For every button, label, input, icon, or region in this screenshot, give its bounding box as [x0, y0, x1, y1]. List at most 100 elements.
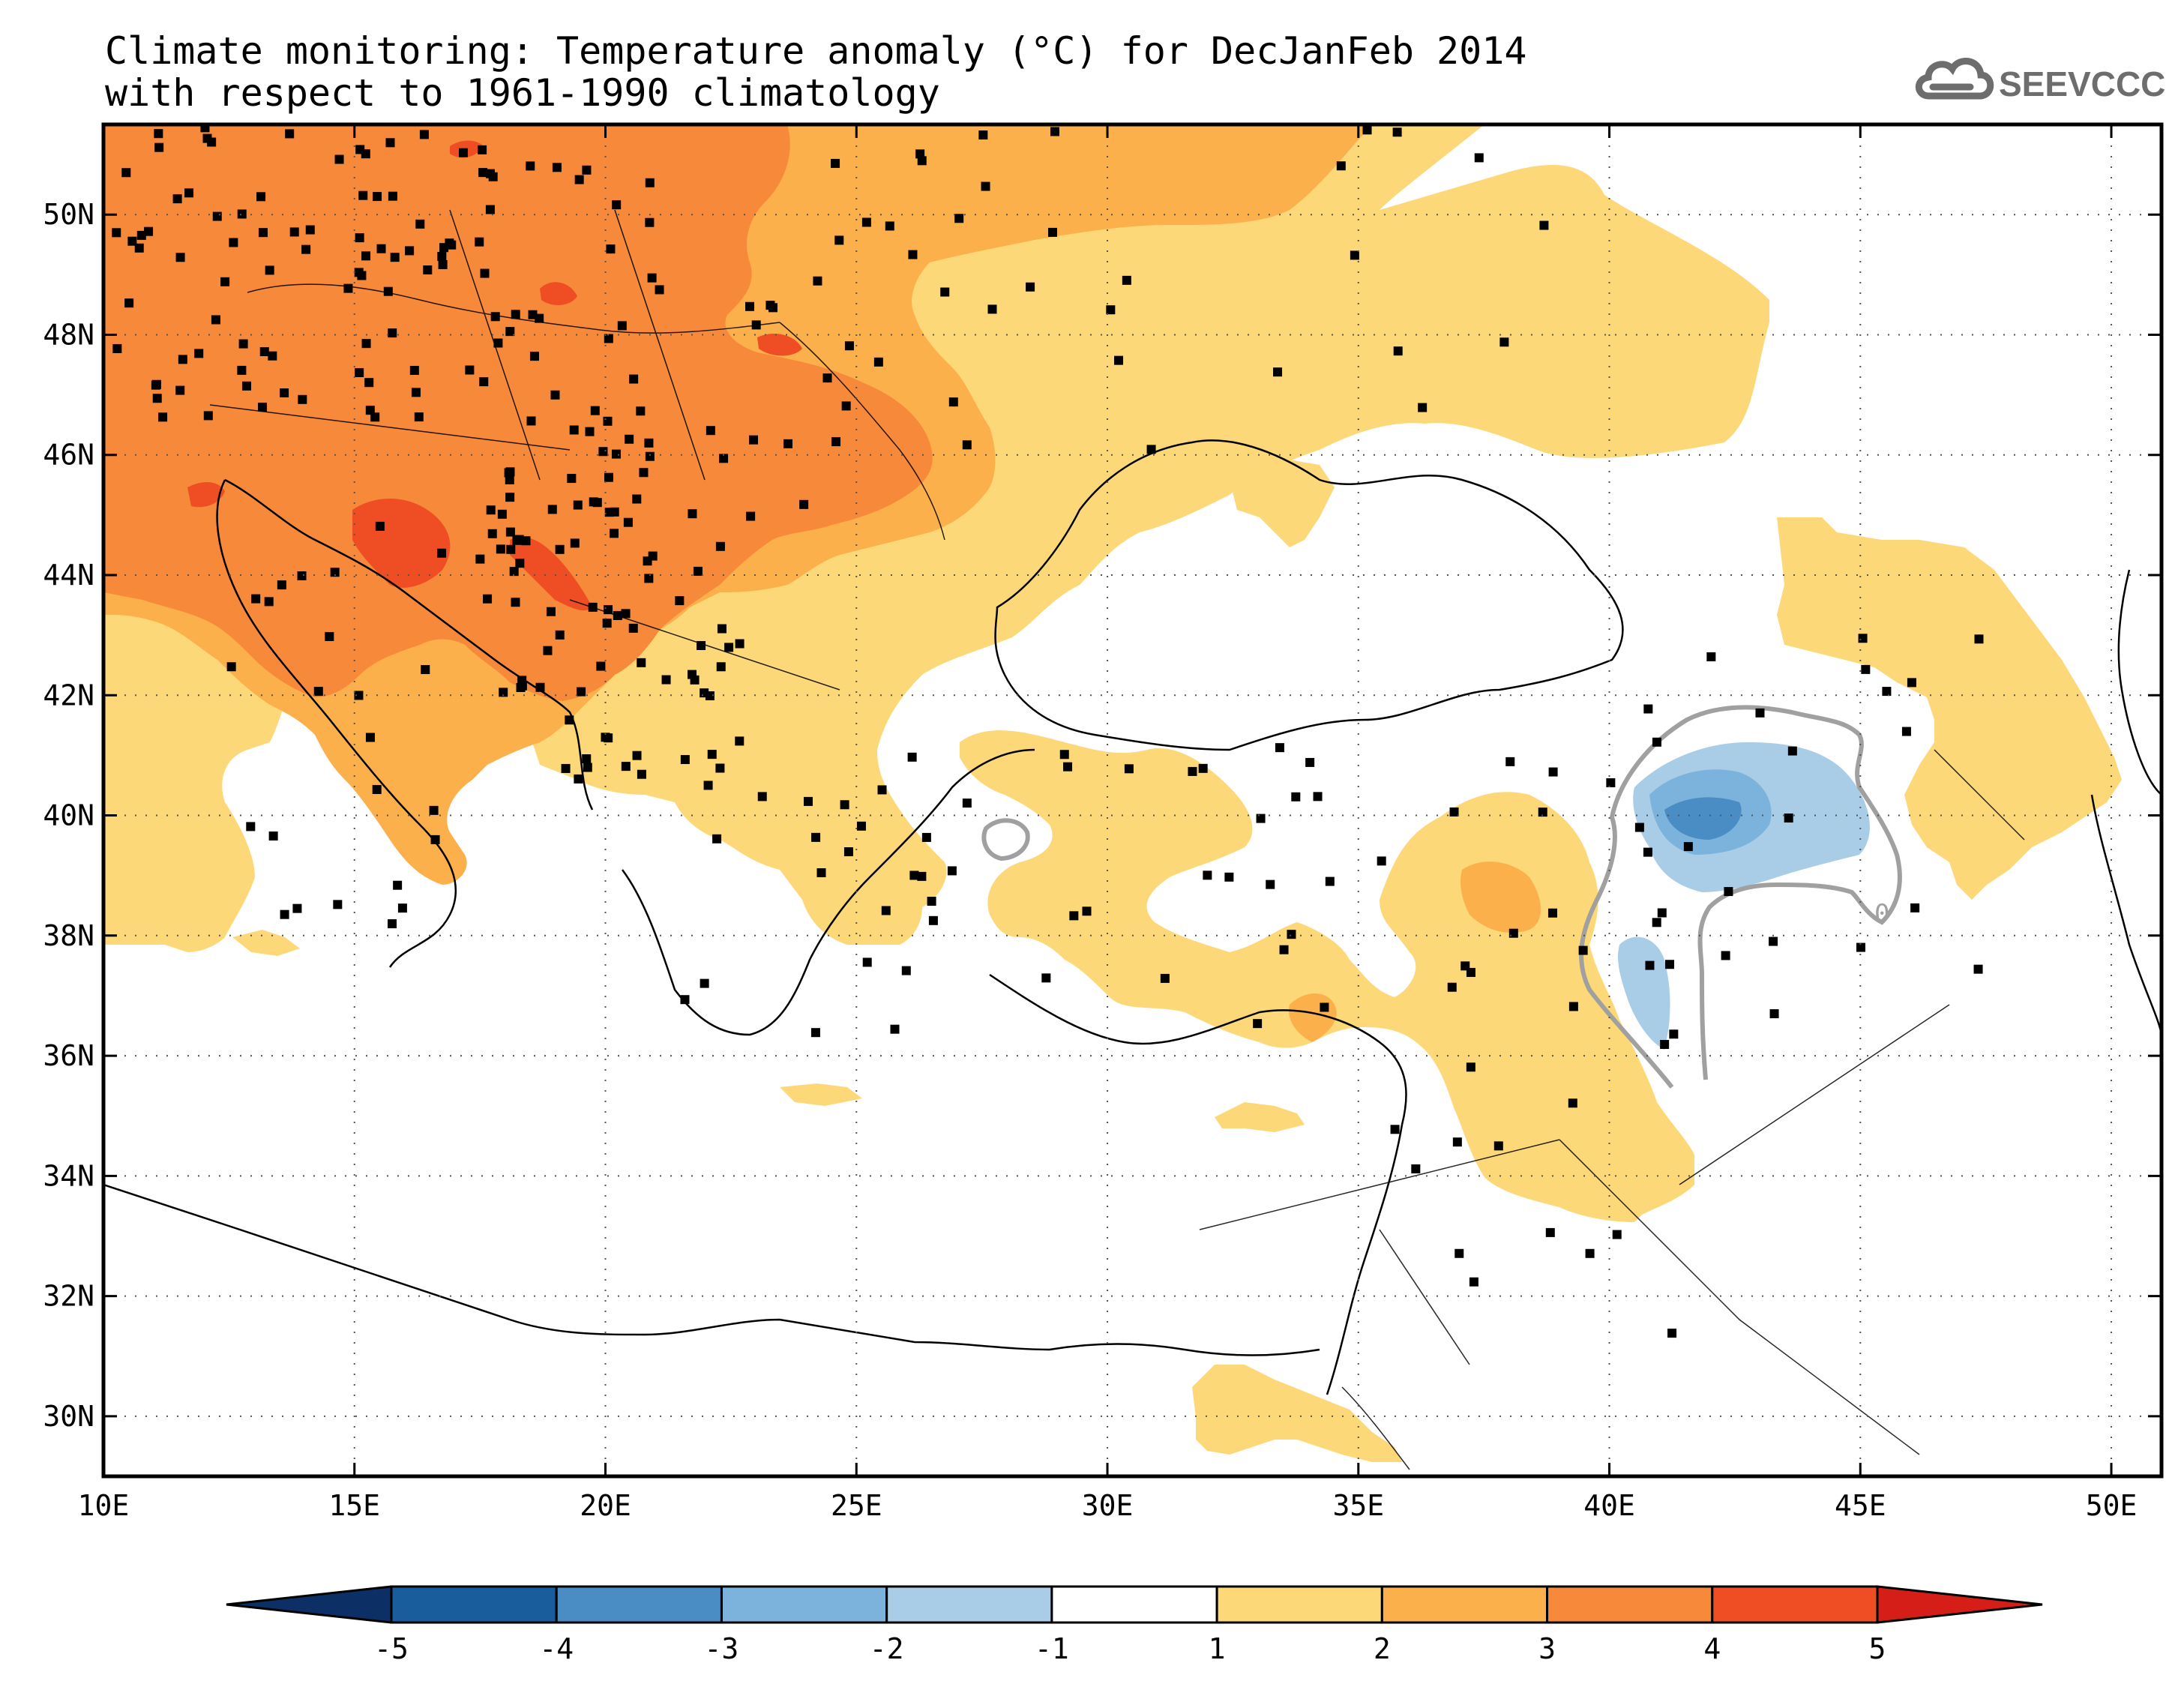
station-marker [152, 394, 162, 403]
station-marker [1160, 973, 1170, 983]
anomaly-region-1-2-crimea [1230, 457, 1335, 547]
colorbar-segment [1050, 1585, 1218, 1624]
station-marker [526, 416, 536, 426]
station-marker [596, 661, 606, 671]
station-marker [480, 268, 490, 278]
station-marker [928, 915, 938, 925]
station-marker [613, 610, 622, 620]
africa-coast [103, 1183, 1320, 1356]
lat-label: 34N [43, 1159, 94, 1192]
station-marker [479, 377, 489, 387]
station-marker [680, 995, 690, 1005]
station-marker [478, 145, 487, 154]
station-marker [603, 416, 613, 426]
station-marker [706, 426, 715, 436]
station-marker [1784, 814, 1793, 823]
colorbar-segment [1215, 1585, 1383, 1624]
station-marker [1652, 918, 1661, 927]
lat-label: 36N [43, 1039, 94, 1072]
latitude-labels: 30N 32N 34N 36N 38N 40N 42N 44N 46N 48N 50N [43, 198, 94, 1433]
colorbar-segment [1380, 1585, 1549, 1624]
station-marker [393, 880, 403, 890]
station-marker [1122, 275, 1131, 285]
station-marker [372, 784, 382, 794]
station-marker [715, 763, 725, 773]
station-marker [648, 551, 658, 561]
station-marker [202, 133, 212, 143]
station-marker [675, 596, 685, 606]
station-marker [229, 238, 238, 247]
lon-label: 45E [1835, 1489, 1886, 1522]
anomaly-region-1-2-crete [780, 1083, 862, 1106]
lon-label: 15E [328, 1489, 380, 1522]
station-marker [373, 192, 382, 202]
station-marker [154, 129, 163, 139]
station-marker [405, 246, 415, 256]
station-marker [361, 339, 371, 349]
colorbar-tick-label: 4 [1703, 1632, 1721, 1665]
station-marker [361, 251, 371, 261]
station-marker [1026, 282, 1035, 292]
station-marker [1861, 664, 1871, 674]
station-marker [637, 769, 646, 779]
station-marker [712, 834, 722, 844]
station-marker [203, 411, 213, 421]
station-marker [582, 165, 592, 175]
station-marker [1273, 367, 1283, 377]
station-marker [705, 691, 715, 701]
station-marker [423, 265, 433, 275]
longitude-labels: 10E 15E 20E 25E 30E 35E 40E 45E 50E [78, 1489, 2138, 1522]
lat-label: 32N [43, 1280, 94, 1313]
station-marker [1390, 1125, 1400, 1134]
station-marker [1279, 945, 1289, 954]
station-marker [1974, 634, 1984, 644]
station-marker [1755, 708, 1765, 718]
station-marker [822, 373, 832, 383]
station-marker [628, 623, 638, 633]
station-marker [438, 259, 448, 269]
station-marker [237, 365, 247, 375]
station-marker [841, 401, 851, 411]
station-marker [1539, 220, 1549, 230]
station-marker [364, 378, 374, 388]
station-marker [606, 244, 616, 254]
station-marker [700, 978, 709, 988]
station-marker [1392, 127, 1402, 137]
station-marker [881, 906, 891, 915]
anomaly-region-neg-3-4 [1664, 797, 1742, 840]
station-marker [765, 301, 775, 310]
station-marker [810, 1028, 820, 1038]
station-marker [297, 571, 307, 580]
station-marker [783, 439, 793, 448]
anomaly-region-4-5-romania [757, 334, 802, 356]
station-marker [238, 339, 248, 349]
lat-label: 44N [43, 559, 94, 592]
station-marker [124, 298, 134, 308]
station-marker [151, 380, 160, 390]
station-marker [573, 500, 583, 510]
station-marker [506, 544, 516, 554]
station-marker [1146, 445, 1156, 454]
station-marker [661, 675, 671, 685]
station-marker [1452, 1137, 1462, 1147]
station-marker [735, 639, 744, 649]
lat-label: 50N [43, 198, 94, 231]
station-marker [511, 310, 520, 319]
station-marker [751, 320, 761, 330]
station-marker [1063, 762, 1073, 772]
station-marker [505, 475, 514, 484]
station-marker [1856, 942, 1865, 952]
station-marker [535, 682, 545, 692]
station-marker [604, 508, 614, 517]
station-marker [437, 252, 447, 262]
station-marker [1275, 743, 1284, 753]
station-marker [175, 385, 185, 395]
station-marker [645, 178, 655, 187]
station-marker [1114, 355, 1124, 365]
station-marker [478, 168, 488, 178]
station-marker [981, 181, 990, 191]
station-marker [127, 236, 137, 246]
station-marker [574, 774, 583, 784]
station-marker [592, 498, 602, 508]
station-marker [397, 903, 407, 913]
